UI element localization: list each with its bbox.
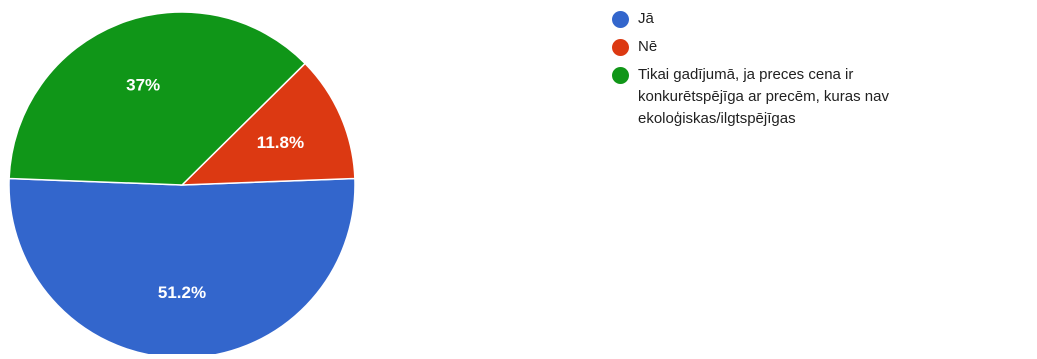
legend-label-2: Tikai gadījumā, ja preces cena ir konkur… [638, 66, 889, 127]
legend-item-0[interactable]: Jā [612, 8, 1032, 30]
pie-slice-label-0: 51.2% [158, 283, 206, 302]
chart-legend: Jā Nē Tikai gadījumā, ja preces cena ir ko… [612, 8, 1032, 136]
pie-slice-1[interactable] [180, 62, 356, 186]
legend-swatch-2 [612, 67, 629, 84]
legend-label-1: Nē [638, 38, 658, 55]
legend-label-0: Jā [638, 10, 654, 27]
legend-item-2[interactable]: Tikai gadījumā, ja preces cena ir konkur… [612, 64, 1032, 130]
pie-slices [8, 11, 356, 359]
legend-swatch-0 [612, 11, 629, 28]
pie-slice-label-1: 11.8% [257, 133, 304, 152]
pie-slice-0[interactable] [8, 177, 356, 359]
pie-slice-labels: 51.2% 11.8% 37% [126, 76, 304, 302]
pie-slice-2[interactable] [8, 11, 307, 186]
legend-item-1[interactable]: Nē [612, 36, 1032, 58]
pie-slice-label-2: 37% [126, 76, 160, 95]
legend-swatch-1 [612, 39, 629, 56]
